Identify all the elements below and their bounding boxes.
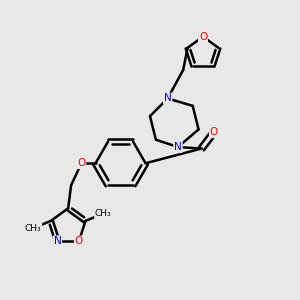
Text: N: N — [164, 94, 172, 103]
Text: O: O — [210, 127, 218, 137]
Text: O: O — [199, 32, 207, 42]
Text: N: N — [174, 142, 182, 152]
Text: O: O — [77, 158, 86, 168]
Text: N: N — [53, 236, 61, 246]
Text: O: O — [75, 236, 83, 246]
Text: CH₃: CH₃ — [25, 224, 41, 233]
Text: CH₃: CH₃ — [95, 209, 112, 218]
